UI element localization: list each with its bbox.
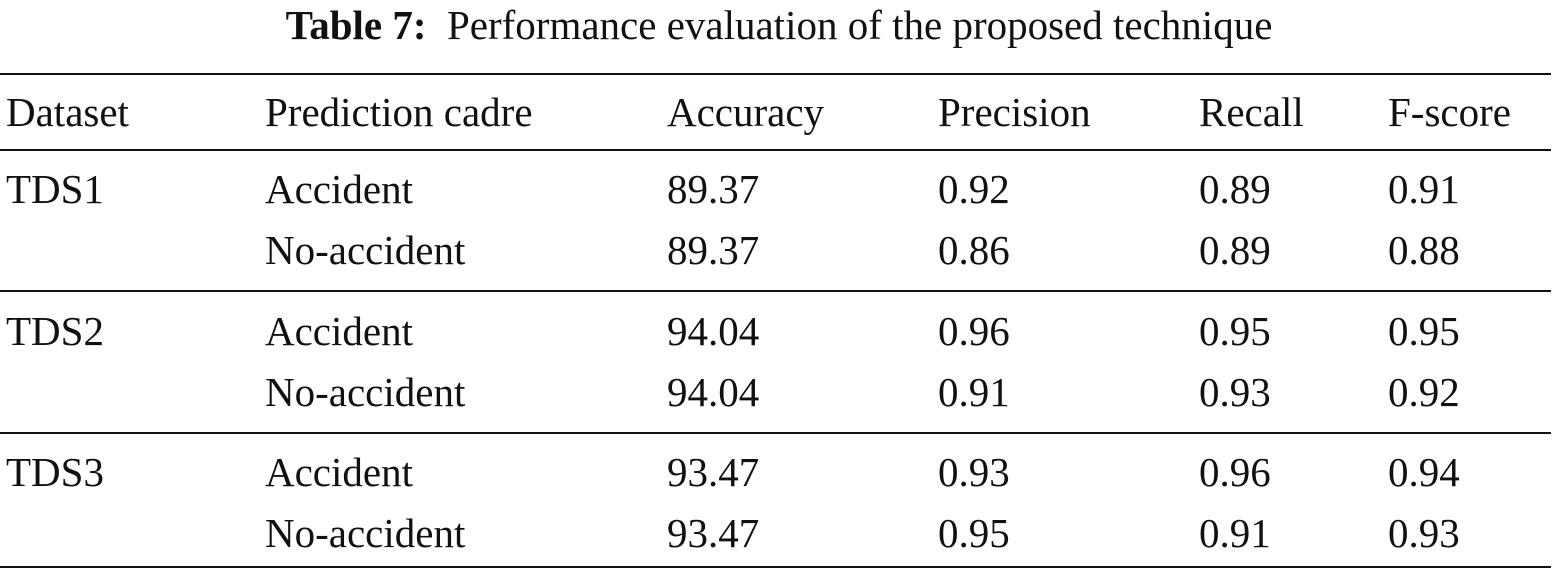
header-recall: Recall	[1199, 89, 1304, 135]
precision-cell: 0.95	[938, 510, 1010, 556]
fscore-cell: 0.95	[1388, 308, 1460, 354]
fscore-cell: 0.91	[1388, 166, 1460, 212]
group-rule-1	[0, 290, 1551, 292]
header-precision: Precision	[938, 89, 1091, 135]
group-rule-2	[0, 432, 1551, 434]
cadre-cell: Accident	[265, 449, 413, 495]
accuracy-cell: 89.37	[667, 166, 760, 212]
fscore-cell: 0.92	[1388, 369, 1460, 415]
table-caption-text: Performance evaluation of the proposed t…	[447, 2, 1273, 48]
precision-cell: 0.93	[938, 449, 1010, 495]
accuracy-cell: 94.04	[667, 308, 760, 354]
recall-cell: 0.93	[1199, 369, 1271, 415]
fscore-cell: 0.94	[1388, 449, 1460, 495]
accuracy-cell: 93.47	[667, 510, 760, 556]
cadre-cell: Accident	[265, 166, 413, 212]
header-prediction-cadre: Prediction cadre	[265, 89, 533, 135]
header-accuracy: Accuracy	[667, 89, 825, 135]
table-caption-label: Table 7:	[285, 2, 427, 48]
accuracy-cell: 94.04	[667, 369, 760, 415]
precision-cell: 0.92	[938, 166, 1010, 212]
bottom-rule	[0, 566, 1551, 568]
table-caption: Table 7: Performance evaluation of the p…	[0, 2, 1558, 48]
cadre-cell: No-accident	[265, 227, 466, 273]
cadre-cell: Accident	[265, 308, 413, 354]
cadre-cell: No-accident	[265, 369, 466, 415]
precision-cell: 0.96	[938, 308, 1010, 354]
header-dataset: Dataset	[6, 89, 129, 135]
fscore-cell: 0.93	[1388, 510, 1460, 556]
header-f-score: F-score	[1388, 89, 1511, 135]
recall-cell: 0.91	[1199, 510, 1271, 556]
top-rule	[0, 73, 1551, 75]
dataset-cell: TDS3	[6, 449, 104, 495]
dataset-cell: TDS2	[6, 308, 104, 354]
recall-cell: 0.89	[1199, 227, 1271, 273]
recall-cell: 0.89	[1199, 166, 1271, 212]
recall-cell: 0.95	[1199, 308, 1271, 354]
precision-cell: 0.91	[938, 369, 1010, 415]
accuracy-cell: 93.47	[667, 449, 760, 495]
dataset-cell: TDS1	[6, 166, 104, 212]
accuracy-cell: 89.37	[667, 227, 760, 273]
precision-cell: 0.86	[938, 227, 1010, 273]
fscore-cell: 0.88	[1388, 227, 1460, 273]
header-rule	[0, 149, 1551, 151]
cadre-cell: No-accident	[265, 510, 466, 556]
recall-cell: 0.96	[1199, 449, 1271, 495]
